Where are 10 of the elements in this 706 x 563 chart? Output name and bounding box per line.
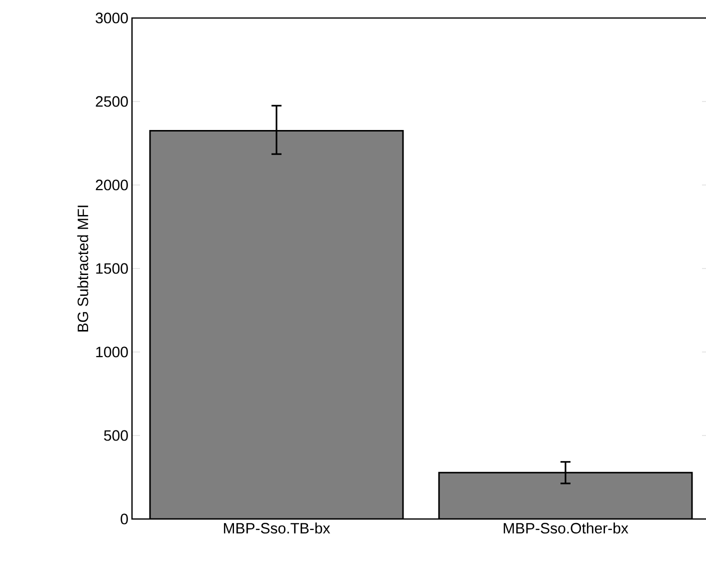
x-tick-label: MBP-Sso.Other-bx	[504, 522, 628, 534]
x-tick-label: MBP-Sso.TB-bx	[224, 522, 330, 534]
y-tick-label: 2500	[96, 96, 128, 107]
y-tick-label: 1000	[96, 346, 128, 358]
y-axis-title: BG Subtracted MFI	[77, 206, 88, 332]
y-tick-label: 0	[120, 514, 128, 524]
y-tick-label: 3000	[96, 12, 128, 24]
y-tick-label: 2000	[96, 180, 128, 190]
y-tick-label: 1500	[96, 263, 128, 274]
y-tick-label: 500	[104, 430, 128, 441]
